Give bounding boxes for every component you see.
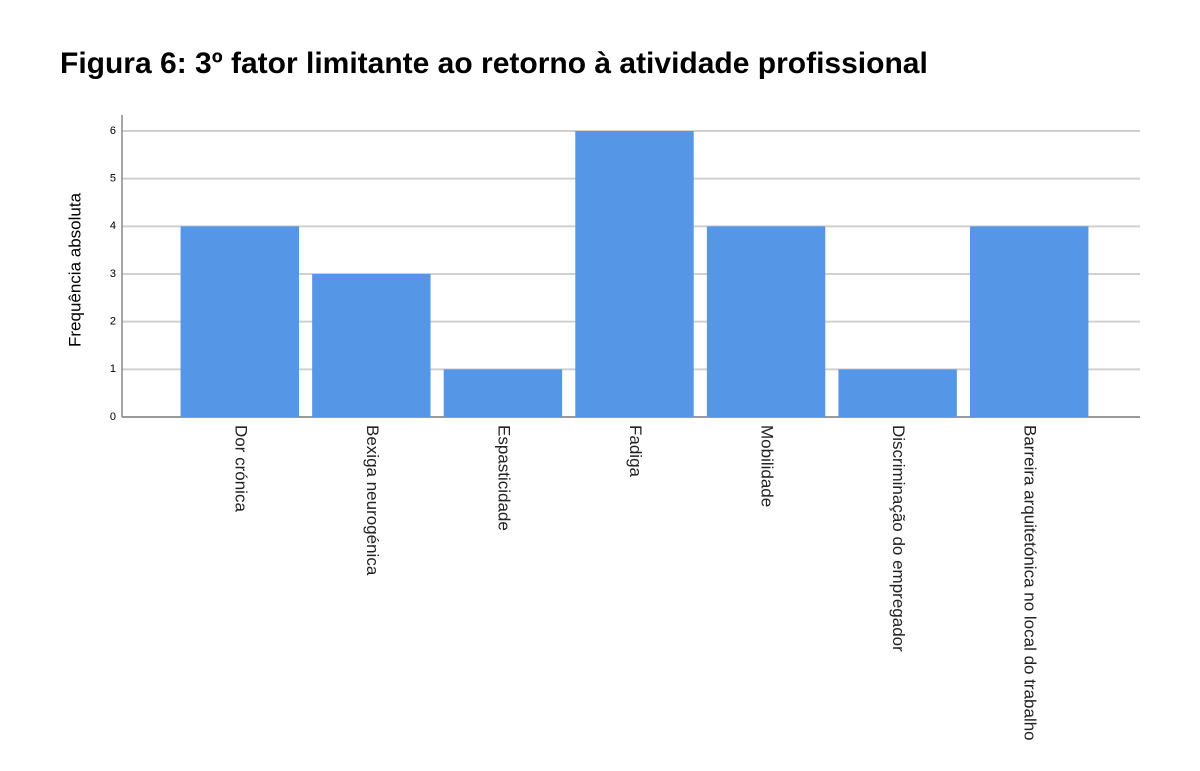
x-tick-label: Dor crónica — [231, 425, 250, 512]
bar — [706, 226, 826, 417]
bar — [180, 226, 299, 417]
bar — [970, 226, 1089, 417]
x-tick-label: Mobilidade — [758, 425, 777, 507]
bar — [575, 131, 694, 417]
x-tick-label: Espasticidade — [494, 425, 513, 531]
y-axis-label: Frequência absoluta — [65, 192, 84, 347]
x-tick-label: Fadiga — [626, 425, 645, 478]
x-tick-label: Barreira arquitetónica no local do traba… — [1021, 425, 1040, 741]
bar — [838, 369, 957, 417]
y-tick-label: 1 — [110, 363, 116, 375]
x-tick-label: Bexiga neurogénica — [363, 425, 382, 576]
y-tick-label: 2 — [110, 316, 116, 328]
bar — [443, 369, 563, 417]
bar — [312, 274, 431, 417]
y-tick-label: 5 — [110, 173, 116, 185]
y-tick-label: 4 — [110, 220, 116, 232]
chart-title: Figura 6: 3º fator limitante ao retorno … — [60, 47, 928, 80]
x-tick-label: Discriminação do empregador — [889, 425, 908, 652]
y-tick-label: 0 — [110, 411, 116, 423]
y-tick-label: 3 — [110, 268, 116, 280]
y-tick-label: 6 — [110, 125, 116, 137]
